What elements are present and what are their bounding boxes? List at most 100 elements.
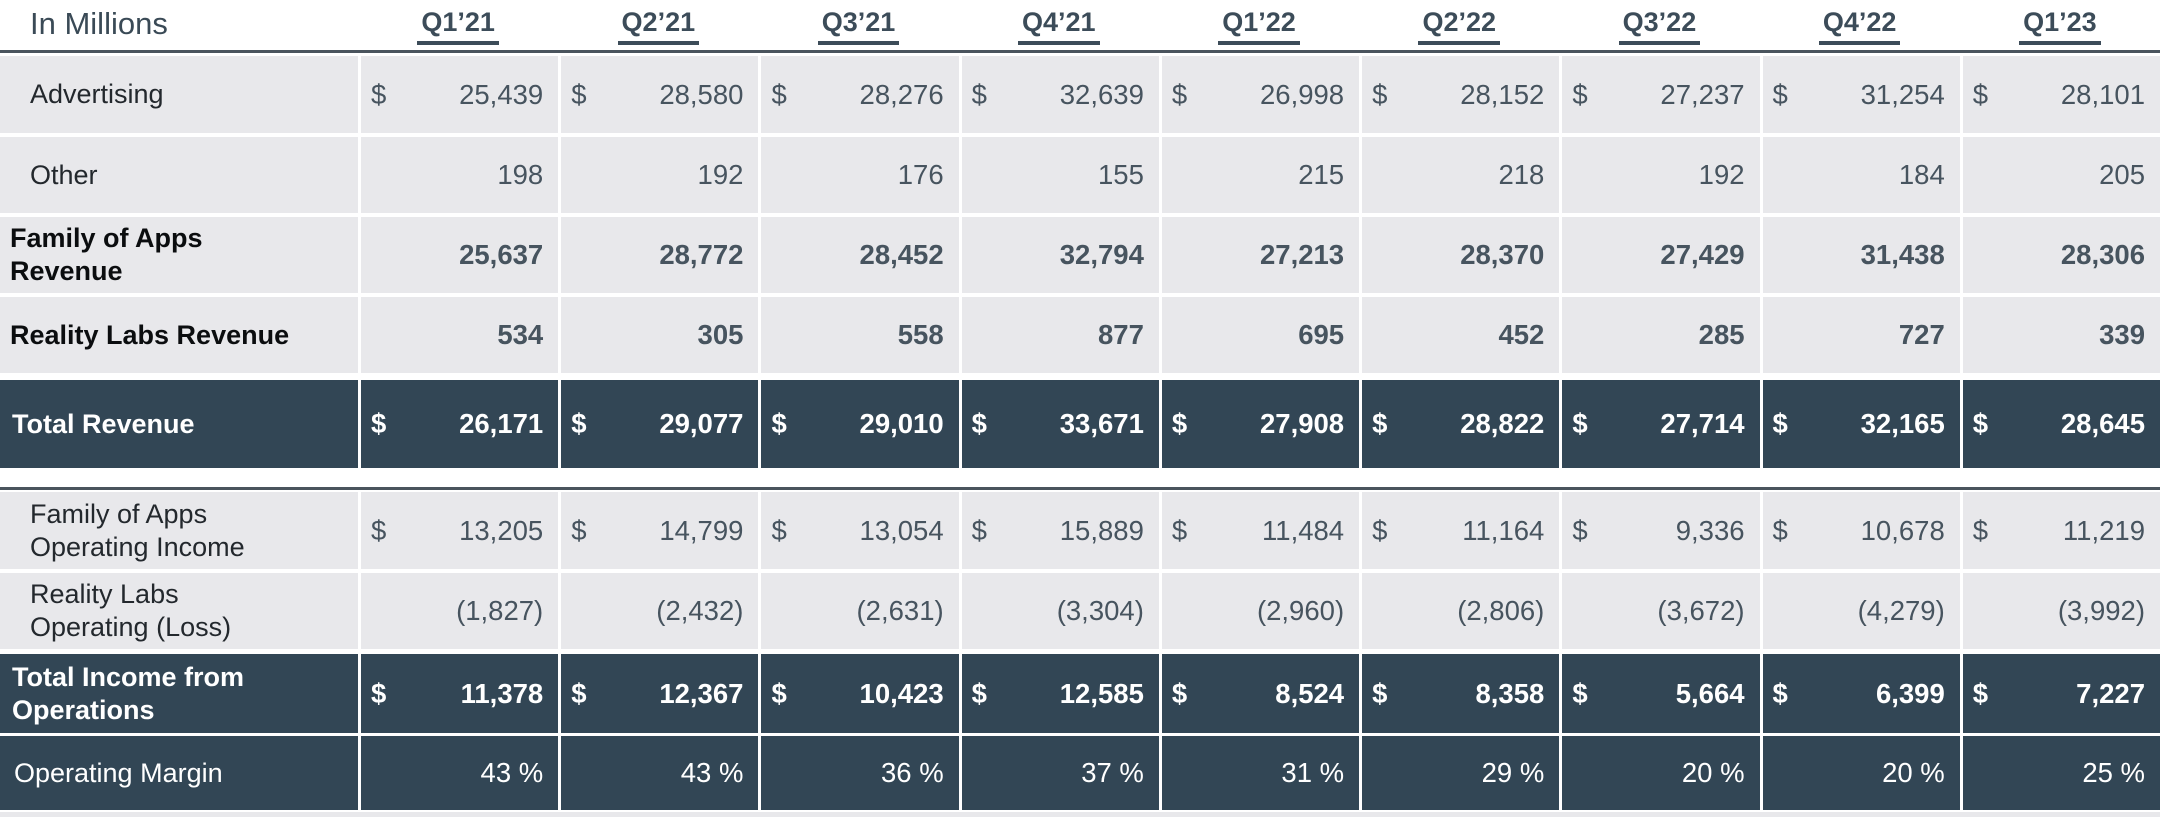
row-label: Total Revenue — [0, 380, 358, 468]
quarter-header-label: Q1’23 — [2019, 7, 2101, 45]
value-cell-rl-op-loss: (2,631) — [758, 573, 958, 649]
cell-value: 37 % — [1081, 757, 1144, 788]
value-cell-total-revenue: $28,822 — [1359, 380, 1559, 468]
table-body: Advertising $25,439 $28,580 $28,276 $32,639 $… — [0, 56, 2160, 810]
dollar-sign: $ — [1171, 78, 1188, 110]
cell-value: 11,219 — [2062, 514, 2145, 546]
cell-value: 192 — [697, 159, 744, 190]
quarter-header-7: Q3’22 — [1559, 7, 1759, 50]
dollar-sign: $ — [1372, 677, 1388, 709]
cell-value: 558 — [897, 319, 944, 350]
cell-value: 305 — [697, 319, 744, 350]
bottom-strip — [0, 812, 2160, 817]
cell-value: 32,794 — [1059, 239, 1144, 270]
cell-value: 27,429 — [1660, 239, 1745, 270]
value-cell-total-revenue: $27,714 — [1559, 380, 1759, 468]
cell-value: 13,205 — [459, 514, 544, 546]
cell-value: 5,664 — [1675, 677, 1745, 709]
dollar-sign: $ — [371, 514, 387, 546]
value-cell-total-income: $6,399 — [1759, 654, 1960, 733]
quarter-header-9: Q1’23 — [1960, 7, 2160, 50]
dollar-sign: $ — [1372, 78, 1388, 110]
cell-value: 28,452 — [859, 239, 944, 270]
table-row-op-margin: Operating Margin 43 % 43 % 36 % 37 % 31 % 29 %… — [0, 736, 2160, 810]
value-cell-total-revenue: $29,077 — [558, 380, 758, 468]
value-cell-op-margin: 36 % — [758, 736, 958, 810]
row-label-line: Revenue — [10, 256, 123, 286]
dollar-sign: $ — [1572, 78, 1588, 110]
value-cell-advertising: $25,439 — [358, 56, 558, 133]
table-row-total-revenue: Total Revenue $26,171 $29,077 $29,010 $33,67… — [0, 380, 2160, 468]
value-cell-advertising: $28,580 — [558, 56, 758, 133]
dollar-sign: $ — [1171, 677, 1188, 709]
quarter-header-label: Q1’22 — [1218, 7, 1300, 45]
dollar-sign: $ — [1972, 677, 1989, 709]
cell-value: 12,367 — [659, 677, 744, 709]
value-cell-rl-op-loss: (2,960) — [1158, 573, 1359, 649]
cell-value: 36 % — [880, 757, 944, 788]
dollar-sign: $ — [571, 514, 587, 546]
table-row-foa-op-income: Family of Apps Operating Income $13,205 $14… — [0, 492, 2160, 569]
value-cell-foa-revenue: 28,772 — [558, 217, 758, 293]
row-label-line: Reality Labs — [30, 579, 179, 610]
row-label: Reality Labs Operating (Loss) — [0, 573, 358, 649]
value-cell-total-revenue: $27,908 — [1158, 380, 1359, 468]
row-label-line: Family of Apps — [30, 498, 208, 529]
value-cell-other: 215 — [1158, 137, 1359, 213]
value-cell-advertising: $31,254 — [1759, 56, 1960, 133]
section-divider-line — [0, 487, 2160, 490]
value-cell-total-revenue: $32,165 — [1759, 380, 1960, 468]
value-cell-total-income: $8,524 — [1158, 654, 1359, 733]
value-cell-other: 198 — [358, 137, 558, 213]
dollar-sign: $ — [1572, 408, 1588, 439]
table-row-rl-op-loss: Reality Labs Operating (Loss) (1,827) (2,43… — [0, 573, 2160, 649]
value-cell-rl-revenue: 339 — [1959, 297, 2160, 373]
value-cell-other: 184 — [1759, 137, 1960, 213]
dollar-sign: $ — [1372, 514, 1388, 546]
cell-value: 339 — [2099, 319, 2145, 350]
cell-value: 13,054 — [859, 514, 944, 546]
value-cell-advertising: $28,276 — [758, 56, 958, 133]
quarter-header-label: Q3’22 — [1618, 7, 1701, 45]
value-cell-total-revenue: $33,671 — [958, 380, 1159, 468]
value-cell-total-revenue: $28,645 — [1959, 380, 2160, 468]
dollar-sign: $ — [571, 408, 587, 439]
row-label: Total Income from Operations — [0, 654, 358, 733]
cell-value: 8,524 — [1275, 677, 1345, 709]
row-label-line: Operating Margin — [14, 757, 223, 788]
dollar-sign: $ — [371, 408, 387, 439]
dollar-sign: $ — [571, 677, 587, 709]
value-cell-advertising: $32,639 — [958, 56, 1159, 133]
quarter-header-label: Q4’22 — [1818, 7, 1901, 45]
value-cell-other: 205 — [1959, 137, 2160, 213]
quarter-header-label: Q3’21 — [817, 7, 900, 45]
cell-value: 11,378 — [460, 677, 544, 709]
dollar-sign: $ — [1772, 677, 1788, 709]
table-row-total-income: Total Income from Operations $11,378 $12,36… — [0, 654, 2160, 733]
value-cell-rl-op-loss: (2,432) — [558, 573, 758, 649]
cell-value: 192 — [1698, 159, 1745, 190]
value-cell-foa-revenue: 27,429 — [1559, 217, 1759, 293]
quarter-header-1: Q1’21 — [358, 7, 558, 50]
value-cell-foa-op-income: $11,164 — [1359, 492, 1559, 569]
value-cell-rl-op-loss: (3,992) — [1959, 573, 2160, 649]
dollar-sign: $ — [1171, 408, 1188, 439]
value-cell-rl-revenue: 877 — [958, 297, 1159, 373]
cell-value: 28,772 — [659, 239, 744, 270]
cell-value: (4,279) — [1857, 595, 1945, 626]
value-cell-rl-op-loss: (3,672) — [1559, 573, 1759, 649]
value-cell-foa-revenue: 27,213 — [1158, 217, 1359, 293]
cell-value: 534 — [497, 319, 544, 350]
value-cell-other: 155 — [958, 137, 1159, 213]
value-cell-other: 176 — [758, 137, 958, 213]
cell-value: 28,822 — [1460, 408, 1545, 439]
cell-value: 32,165 — [1860, 408, 1945, 439]
quarter-header-2: Q2’21 — [558, 7, 758, 50]
cell-value: 205 — [2099, 159, 2145, 190]
cell-value: 452 — [1498, 319, 1545, 350]
value-cell-other: 192 — [558, 137, 758, 213]
row-label: Operating Margin — [0, 736, 358, 810]
row-label-line: Reality Labs Revenue — [10, 319, 290, 350]
cell-value: 27,908 — [1259, 408, 1345, 439]
value-cell-op-margin: 43 % — [358, 736, 558, 810]
